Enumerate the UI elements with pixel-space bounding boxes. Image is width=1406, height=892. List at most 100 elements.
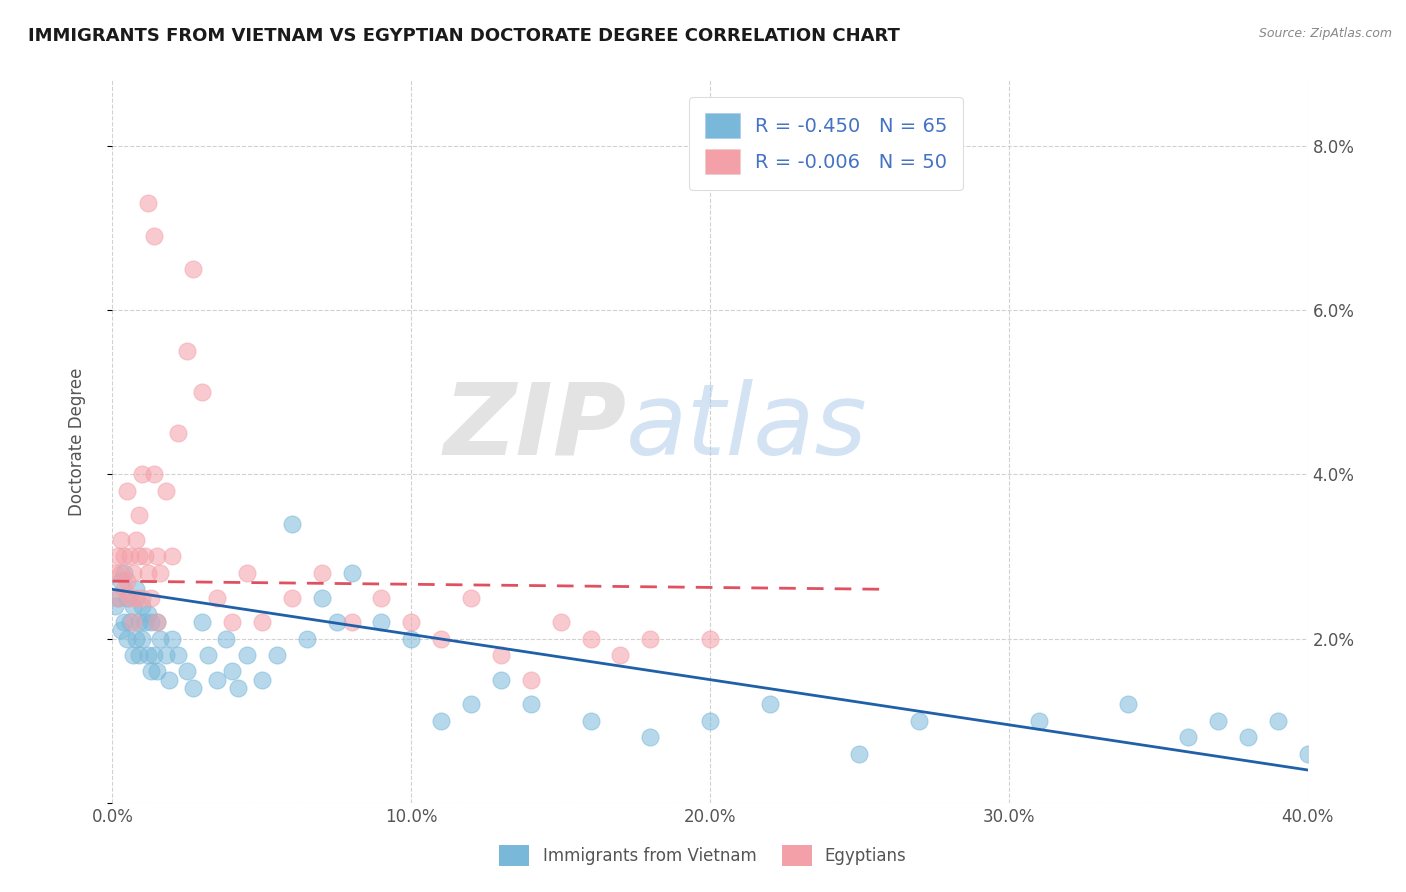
Point <box>266 648 288 662</box>
Point <box>197 648 219 662</box>
Point <box>430 632 453 646</box>
Point <box>131 632 153 646</box>
Point <box>162 632 183 646</box>
Point <box>250 615 273 630</box>
Point <box>640 632 662 646</box>
Point <box>848 747 870 761</box>
Point <box>146 549 169 564</box>
Point <box>759 698 782 712</box>
Point <box>281 591 304 605</box>
Point <box>579 632 602 646</box>
Point <box>311 591 333 605</box>
Point <box>114 582 135 597</box>
Point <box>908 714 931 728</box>
Point <box>114 615 135 630</box>
Point <box>205 673 228 687</box>
Point <box>149 632 172 646</box>
Point <box>117 632 139 646</box>
Point <box>134 549 156 564</box>
Point <box>520 673 543 687</box>
Point <box>236 566 259 580</box>
Point <box>550 615 572 630</box>
Point <box>430 714 453 728</box>
Point <box>191 615 214 630</box>
Point <box>167 426 190 441</box>
Point <box>128 549 150 564</box>
Text: ZIP: ZIP <box>443 378 627 475</box>
Point <box>370 591 392 605</box>
Point <box>143 229 166 244</box>
Point <box>131 591 153 605</box>
Point <box>640 730 662 744</box>
Point <box>311 566 333 580</box>
Point <box>520 698 543 712</box>
Point <box>120 591 142 605</box>
Point <box>110 566 132 580</box>
Point <box>215 632 238 646</box>
Point <box>609 648 631 662</box>
Point <box>1177 730 1199 744</box>
Point <box>125 632 148 646</box>
Point <box>122 566 145 580</box>
Point <box>138 566 160 580</box>
Point <box>125 533 148 547</box>
Y-axis label: Doctorate Degree: Doctorate Degree <box>67 368 86 516</box>
Point <box>143 648 166 662</box>
Point <box>699 714 721 728</box>
Point <box>141 591 163 605</box>
Point <box>155 648 177 662</box>
Point <box>122 615 145 630</box>
Point <box>104 599 127 613</box>
Text: atlas: atlas <box>627 378 868 475</box>
Point <box>1028 714 1050 728</box>
Text: Source: ZipAtlas.com: Source: ZipAtlas.com <box>1258 27 1392 40</box>
Point <box>120 549 142 564</box>
Point <box>117 574 139 588</box>
Point <box>1237 730 1260 744</box>
Point <box>460 698 482 712</box>
Point <box>340 615 363 630</box>
Point <box>138 196 160 211</box>
Point <box>128 508 150 523</box>
Point <box>489 648 512 662</box>
Point <box>125 582 148 597</box>
Point <box>120 615 142 630</box>
Point <box>1296 747 1319 761</box>
Point <box>122 599 145 613</box>
Point <box>125 591 148 605</box>
Point <box>281 516 304 531</box>
Point <box>157 673 180 687</box>
Point <box>205 591 228 605</box>
Legend: R = -0.450   N = 65, R = -0.006   N = 50: R = -0.450 N = 65, R = -0.006 N = 50 <box>689 97 963 190</box>
Point <box>138 607 160 621</box>
Point <box>181 262 204 277</box>
Point <box>128 648 150 662</box>
Point <box>167 648 190 662</box>
Point <box>141 665 163 679</box>
Point <box>340 566 363 580</box>
Point <box>181 681 204 695</box>
Point <box>1206 714 1229 728</box>
Point <box>107 591 129 605</box>
Point <box>146 615 169 630</box>
Point <box>1267 714 1289 728</box>
Point <box>401 632 423 646</box>
Point <box>104 566 127 580</box>
Point <box>114 549 135 564</box>
Point <box>221 665 243 679</box>
Point <box>143 467 166 482</box>
Point <box>110 624 132 638</box>
Point <box>141 615 163 630</box>
Point <box>191 385 214 400</box>
Point <box>107 549 129 564</box>
Point <box>131 599 153 613</box>
Point <box>117 483 139 498</box>
Point <box>176 344 198 359</box>
Point <box>221 615 243 630</box>
Point <box>226 681 249 695</box>
Point <box>110 574 132 588</box>
Point <box>370 615 392 630</box>
Point <box>128 615 150 630</box>
Point <box>134 615 156 630</box>
Point <box>401 615 423 630</box>
